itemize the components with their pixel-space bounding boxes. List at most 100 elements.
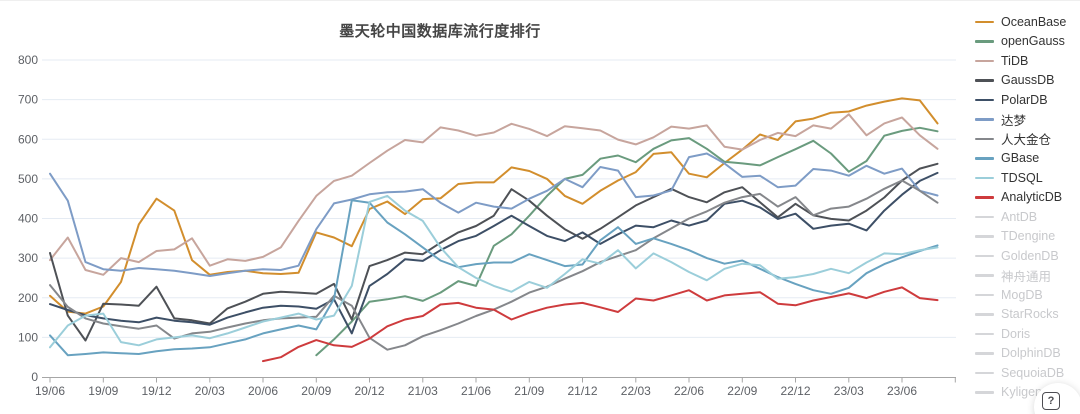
legend-line-swatch [975,98,994,101]
legend-label: AnalyticDB [1001,190,1063,205]
legend-line-swatch [975,137,994,140]
legend-item-人大金仓[interactable]: 人大金仓 [975,129,1080,149]
series-line-达梦 [49,152,939,277]
y-axis-label: 700 [18,93,38,107]
legend-line-swatch [975,20,994,23]
legend-item-GoldenDB[interactable]: GoldenDB [975,246,1080,266]
x-axis-label: 21/06 [461,384,491,398]
legend-label: SequoiaDB [1001,365,1065,380]
series-line-OceanBase [49,97,939,315]
legend-label: 神舟通用 [1001,269,1052,284]
x-axis-label: 22/09 [727,384,757,398]
legend-label: openGauss [1001,34,1065,49]
legend-label: PolarDB [1001,92,1048,107]
y-axis-label: 300 [18,251,38,265]
legend-line-swatch [975,118,994,121]
legend-line-swatch [975,254,994,257]
legend-item-DolphinDB[interactable]: DolphinDB [975,344,1080,364]
y-axis-label: 0 [31,370,38,384]
legend-label: MogDB [1001,287,1043,302]
legend-item-AntDB[interactable]: AntDB [975,207,1080,227]
legend-line-swatch [975,235,994,238]
legend-line-swatch [975,352,994,355]
x-axis-label: 19/12 [141,384,171,398]
legend-item-Doris[interactable]: Doris [975,324,1080,344]
y-axis-label: 200 [18,291,38,305]
legend-item-AnalyticDB[interactable]: AnalyticDB [975,188,1080,208]
legend-line-swatch [975,176,994,179]
series-line-GBase [49,199,939,357]
x-axis-label: 21/12 [567,384,597,398]
series-line-PolarDB [49,171,939,335]
legend-label: GBase [1001,151,1040,166]
legend-line-swatch [975,157,994,160]
legend-item-GaussDB[interactable]: GaussDB [975,71,1080,91]
legend-item-TDSQL[interactable]: TDSQL [975,168,1080,188]
legend-line-swatch [975,332,994,335]
x-axis-label: 20/12 [354,384,384,398]
chart-legend: OceanBase openGauss TiDB GaussDB PolarDB 达梦人大… [975,12,1080,402]
x-axis-label: 21/03 [408,384,438,398]
y-axis-label: 400 [18,212,38,226]
legend-line-swatch [975,391,994,394]
legend-item-MogDB[interactable]: MogDB [975,285,1080,305]
legend-label: DolphinDB [1001,346,1061,361]
legend-item-神舟通用[interactable]: 神舟通用 [975,266,1080,286]
legend-line-swatch [975,371,994,374]
x-axis-label: 20/06 [248,384,278,398]
legend-label: 人大金仓 [1001,133,1052,148]
x-axis-label: 21/09 [514,384,544,398]
legend-line-swatch [975,215,994,218]
legend-line-swatch [975,293,994,296]
legend-label: GoldenDB [1001,248,1059,263]
x-axis-label: 22/06 [674,384,704,398]
legend-label: StarRocks [1001,307,1059,322]
legend-label: TDSQL [1001,170,1043,185]
series-line-TiDB [49,113,939,276]
legend-line-swatch [975,313,994,316]
legend-item-达梦[interactable]: 达梦 [975,110,1080,130]
legend-label: 达梦 [1001,113,1027,128]
help-button[interactable]: ? [1034,383,1080,414]
legend-label: TDengine [1001,229,1056,244]
legend-item-GBase[interactable]: GBase [975,149,1080,169]
legend-label: AntDB [1001,209,1038,224]
series-line-TDSQL [49,194,939,349]
x-axis-label: 22/12 [780,384,810,398]
x-axis-label: 19/06 [35,384,65,398]
legend-line-swatch [975,196,994,199]
series-line-AnalyticDB [262,286,939,363]
x-axis-label: 20/09 [301,384,331,398]
legend-item-PolarDB[interactable]: PolarDB [975,90,1080,110]
legend-item-StarRocks[interactable]: StarRocks [975,305,1080,325]
x-axis-label: 20/03 [195,384,225,398]
legend-line-swatch [975,59,994,62]
popularity-line-chart: 墨天轮中国数据库流行度排行 0 100 200 300 400 500 600 700 800 1… [0,1,960,414]
legend-line-swatch [975,79,994,82]
legend-line-swatch [975,40,994,43]
chart-title: 墨天轮中国数据库流行度排行 [339,23,541,40]
series-line-openGauss [315,126,939,357]
legend-item-TDengine[interactable]: TDengine [975,227,1080,247]
y-axis-label: 600 [18,132,38,146]
legend-label: GaussDB [1001,73,1055,88]
chart-plot-area: 0 100 200 300 400 500 600 700 800 19/06 19/09 19/12… [0,1,960,414]
legend-item-TiDB[interactable]: TiDB [975,51,1080,71]
x-axis-label: 23/06 [887,384,917,398]
y-axis-label: 800 [18,53,38,67]
series-line-GaussDB [49,162,939,342]
x-axis-label: 23/03 [834,384,864,398]
legend-label: OceanBase [1001,14,1067,29]
legend-line-swatch [975,274,994,277]
x-axis-label: 19/09 [88,384,118,398]
y-axis-label: 500 [18,172,38,186]
legend-item-SequoiaDB[interactable]: SequoiaDB [975,363,1080,383]
question-box-icon: ? [1042,392,1060,410]
legend-label: TiDB [1001,53,1029,68]
legend-label: Doris [1001,326,1031,341]
legend-item-OceanBase[interactable]: OceanBase [975,12,1080,32]
x-axis-label: 22/03 [621,384,651,398]
y-axis-label: 100 [18,330,38,344]
legend-item-openGauss[interactable]: openGauss [975,32,1080,52]
